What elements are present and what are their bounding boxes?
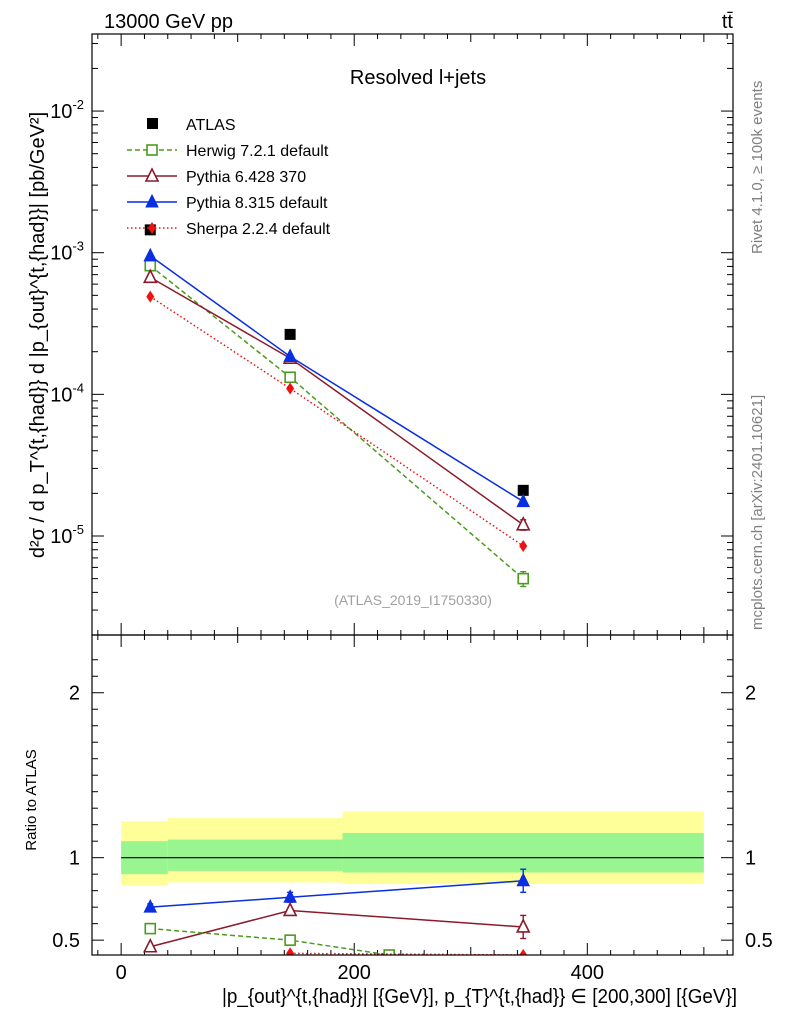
ratio-point-sherpa-2-2-4-default	[519, 949, 528, 955]
ratio-line-sherpa-2-2-4-default	[290, 952, 524, 955]
y-tick-label: 10-3	[50, 239, 84, 265]
data-point-atlas	[517, 484, 529, 496]
ratio-line-herwig-7-2-1-default	[150, 927, 390, 955]
y-tick-label-right: 1	[745, 848, 756, 870]
data-point-pythia-8-315-default	[516, 493, 531, 508]
ratio-point-herwig-7-2-1-default	[144, 922, 157, 935]
main-series-pythia-8-315-default	[143, 247, 531, 508]
legend: ATLAS Herwig 7.2.1 default Pythia 6.428 …	[127, 117, 331, 238]
main-title: Resolved l+jets	[350, 67, 486, 89]
main-ylabel: d²σ / d p_T^{t,{had}} d |p_{out}^{t,{had…	[27, 112, 49, 558]
data-point-pythia-6-428-370	[515, 515, 531, 531]
data-point-atlas	[284, 328, 296, 340]
data-point-sherpa-2-2-4-default	[286, 382, 295, 395]
ratio-point-pythia-6-428-370	[515, 918, 531, 933]
ratio-point-sherpa-2-2-4-default	[286, 947, 295, 955]
rivet-label-text: Rivet 4.1.0, ≥ 100k events	[749, 81, 766, 254]
ratio-point-herwig-7-2-1-default	[284, 934, 296, 946]
energy-label: 13000 GeV pp	[104, 11, 233, 33]
ratio-axis-ticks: 0 200 400 0.5 0.5 1 1 2 2	[52, 635, 773, 984]
ratio-series-pythia-6-428-370	[142, 901, 531, 953]
ratio-point-pythia-8-315-default	[143, 899, 158, 913]
main-series-herwig-7-2-1-default	[144, 259, 530, 588]
data-point-sherpa-2-2-4-default	[146, 290, 155, 303]
x-tick-label: 200	[338, 962, 371, 984]
legend-atlas-marker	[147, 118, 158, 129]
data-point-sherpa-2-2-4-default	[519, 539, 528, 552]
main-series-pythia-6-428-370	[142, 268, 531, 531]
y-tick-label-left: 0.5	[52, 930, 80, 952]
legend-atlas-label: ATLAS	[186, 117, 236, 134]
x-tick-label: 0	[116, 962, 127, 984]
data-point-pythia-6-428-370	[142, 268, 158, 284]
legend-sherpa-marker	[148, 222, 156, 234]
legend-pythia6-label: Pythia 6.428 370	[186, 169, 306, 186]
main-panel: Resolved l+jets (ATLAS_2019_I1750330) 10…	[27, 33, 734, 636]
main-line-sherpa-2-2-4-default	[149, 295, 524, 547]
ratio-frame	[91, 634, 734, 956]
main-axis-ticks: 10-5 10-4 10-3 10-2	[50, 34, 733, 636]
ratio-line-pythia-6-428-370	[150, 909, 524, 948]
legend-pythia8-label: Pythia 8.315 default	[186, 195, 328, 212]
main-line-pythia-8-315-default	[149, 255, 524, 503]
main-line-herwig-7-2-1-default	[149, 265, 524, 580]
y-tick-label: 10-4	[50, 380, 84, 406]
legend-pythia6-marker	[144, 167, 160, 182]
main-ylabel-text: d²σ / d p_T^{t,{had}} d |p_{out}^{t,{had…	[27, 112, 49, 558]
data-point-herwig-7-2-1-default	[517, 572, 530, 585]
y-tick-label: 10-2	[50, 97, 84, 123]
y-tick-label-right: 0.5	[745, 930, 773, 952]
ratio-ylabel-text: Ratio to ATLAS	[23, 749, 40, 850]
rivet-label: Rivet 4.1.0, ≥ 100k events	[749, 81, 766, 254]
ratio-series-herwig-7-2-1-default	[144, 922, 395, 955]
y-tick-label-left: 1	[69, 848, 80, 870]
ratio-point-pythia-6-428-370	[142, 937, 158, 953]
data-point-herwig-7-2-1-default	[284, 371, 296, 384]
y-tick-label-right: 2	[745, 683, 756, 705]
main-series-layer	[142, 224, 531, 588]
ratio-uncertainty-bands	[121, 811, 704, 886]
mcplots-label-text: mcplots.cern.ch [arXiv:2401.10621]	[749, 395, 766, 630]
data-point-pythia-8-315-default	[283, 348, 297, 363]
ratio-point-herwig-7-2-1-default	[383, 949, 395, 955]
ratio-series-layer	[142, 868, 531, 955]
data-point-pythia-8-315-default	[143, 247, 158, 262]
legend-pythia8-marker	[145, 193, 159, 208]
process-label: tt̄	[722, 11, 734, 33]
legend-herwig-label: Herwig 7.2.1 default	[186, 143, 329, 160]
legend-sherpa-label: Sherpa 2.2.4 default	[186, 221, 331, 238]
ratio-series-sherpa-2-2-4-default	[286, 947, 528, 955]
main-series-atlas	[144, 224, 529, 496]
y-tick-label-left: 2	[69, 683, 80, 705]
uncertainty-band-inner	[167, 839, 343, 871]
mcplots-label: mcplots.cern.ch [arXiv:2401.10621]	[749, 395, 766, 630]
uncertainty-band-inner	[342, 832, 704, 873]
ratio-ylabel: Ratio to ATLAS	[23, 749, 40, 850]
x-tick-label: 400	[571, 962, 604, 984]
ratio-point-pythia-6-428-370	[282, 901, 298, 917]
analysis-watermark: (ATLAS_2019_I1750330)	[334, 592, 492, 608]
y-tick-label: 10-5	[50, 522, 84, 548]
ratio-line-pythia-8-315-default	[150, 880, 524, 908]
main-line-pythia-6-428-370	[149, 276, 524, 526]
ratio-point-pythia-8-315-default	[516, 872, 531, 887]
main-series-sherpa-2-2-4-default	[146, 290, 528, 552]
legend-herwig-marker	[146, 144, 158, 156]
ratio-panel: 0 200 400 0.5 0.5 1 1 2 2 Ratio to ATLAS |p_{out…	[23, 634, 773, 1008]
x-axis-label: |p_{out}^{t,{had}}| [{GeV}], p_{T}^{t,{h…	[222, 986, 737, 1008]
